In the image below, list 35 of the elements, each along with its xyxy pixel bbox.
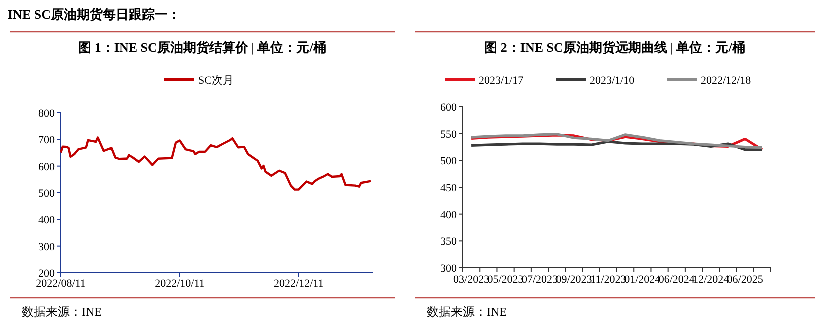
y-tick-label: 550 (440, 128, 458, 141)
text: INE SC原油期货每日跟踪一： (8, 7, 181, 22)
x-tick-label: 2022/12/11 (274, 278, 324, 290)
legend-label: 2023/1/10 (590, 75, 636, 87)
y-tick-label: 400 (38, 214, 56, 227)
x-tick-label: 06/2024 (658, 274, 696, 286)
legend-label: 2022/12/18 (701, 75, 752, 87)
y-tick-label: 800 (38, 108, 56, 120)
x-tick-label: 03/2023 (454, 274, 490, 286)
x-tick-label: 01/2024 (624, 274, 662, 286)
y-tick-label: 600 (440, 102, 458, 114)
source-note: 数据来源：INE (427, 305, 507, 319)
source-note: 数据来源：INE (22, 305, 102, 319)
y-tick-label: 400 (440, 209, 458, 222)
y-tick-label: 700 (38, 134, 56, 147)
y-tick-label: 500 (440, 156, 458, 168)
y-tick-label: 350 (440, 236, 458, 248)
y-tick-label: 600 (38, 161, 56, 174)
y-tick-label: 450 (440, 182, 458, 194)
y-tick-label: 300 (440, 263, 458, 275)
y-tick-label: 300 (38, 241, 56, 254)
y-tick-label: 500 (38, 188, 56, 200)
x-tick-label: 12/2024 (693, 274, 730, 286)
x-tick-label: 11/2023 (590, 274, 627, 286)
x-tick-label: 05/2023 (488, 274, 524, 286)
legend-label: SC次月 (198, 75, 234, 87)
x-tick-label: 07/2023 (522, 274, 559, 286)
chart-title: 图 1：INE SC原油期货结算价 | 单位：元/桶 (78, 40, 326, 55)
x-tick-label: 06/2025 (727, 274, 764, 286)
x-tick-label: 2022/10/11 (155, 278, 205, 290)
x-tick-label: 09/2023 (556, 274, 593, 286)
chart-title: 图 2：INE SC原油期货远期曲线 | 单位：元/桶 (484, 40, 746, 55)
y-tick-label: 200 (38, 268, 56, 280)
x-tick-label: 2022/08/11 (36, 278, 86, 290)
legend-label: 2023/1/17 (479, 75, 524, 87)
